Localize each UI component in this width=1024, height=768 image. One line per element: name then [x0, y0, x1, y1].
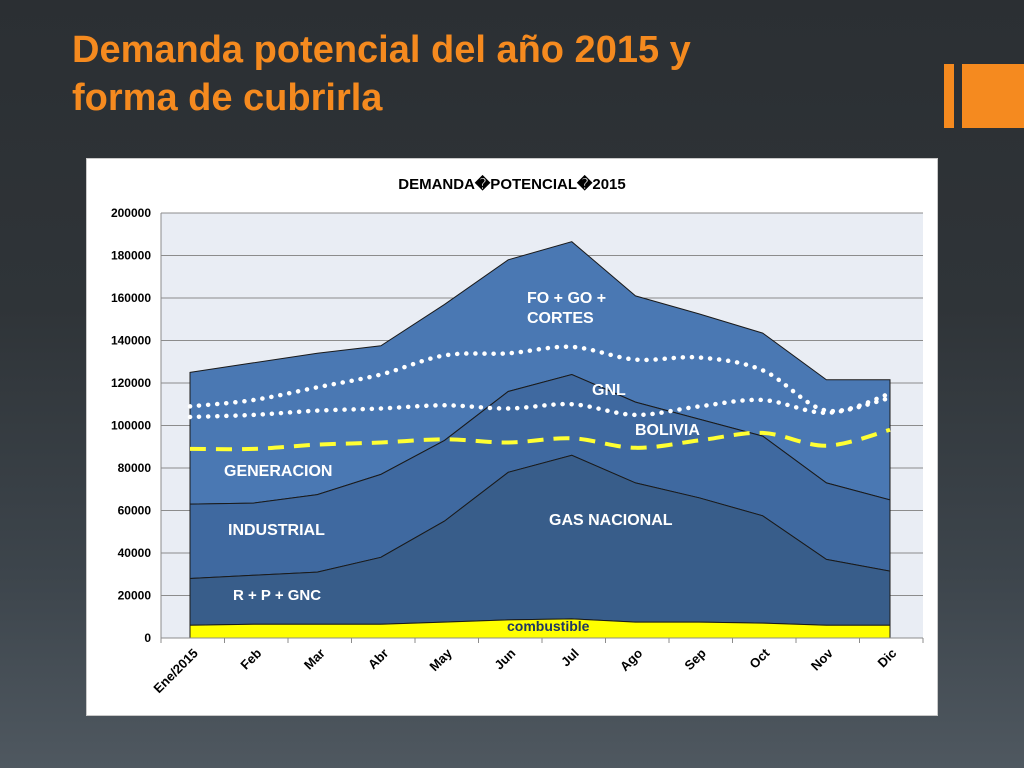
y-tick-label: 120000 — [111, 376, 151, 390]
x-tick-label: Oct — [746, 645, 772, 671]
area-label-combustible: combustible — [507, 618, 590, 634]
line-bolivia — [189, 427, 891, 452]
overlay-lines — [187, 344, 893, 452]
slide-title-line-2: forma de cubrirla — [72, 77, 383, 119]
chart-frame: DEMANDA�POTENCIAL�2015 0 20000 40000 60000 8… — [86, 158, 938, 716]
area-label-generacion: GENERACION — [224, 463, 332, 480]
y-tick-label: 80000 — [118, 461, 152, 475]
decorative-bar-thin — [944, 64, 954, 128]
x-tick-label: Feb — [237, 645, 264, 672]
area-label-industrial: INDUSTRIAL — [228, 522, 325, 539]
y-tick-label: 0 — [144, 631, 151, 645]
x-tick-label: Dic — [874, 646, 899, 671]
x-tick-label: Nov — [808, 645, 837, 674]
x-tick-label: Sep — [681, 645, 709, 673]
y-tick-label: 100000 — [111, 419, 151, 433]
area-label-fo-go: FO + GO + — [527, 290, 606, 307]
slide-title-line-1: Demanda potencial del año 2015 y — [72, 29, 691, 71]
y-axis: 0 20000 40000 60000 80000 100000 120000 140000 1… — [111, 206, 162, 645]
area-label-cortes: CORTES — [527, 310, 594, 327]
y-tick-label: 140000 — [111, 334, 151, 348]
line-fo-go-cortes — [187, 344, 893, 414]
area-chart: DEMANDA�POTENCIAL�2015 0 20000 40000 60000 8… — [111, 174, 924, 696]
area-label-rpgnc: R + P + GNC — [233, 587, 321, 604]
area-label-bolivia: BOLIVIA — [635, 422, 700, 439]
y-tick-label: 60000 — [118, 504, 152, 518]
x-tick-label: Jul — [558, 646, 582, 670]
y-tick-label: 160000 — [111, 291, 151, 305]
area-label-gas-nacional: GAS NACIONAL — [549, 512, 673, 529]
x-tick-label: Ene/2015 — [150, 646, 200, 696]
line-gnl — [187, 395, 893, 420]
x-tick-label: Ago — [617, 645, 646, 674]
y-tick-label: 180000 — [111, 249, 151, 263]
x-tick-label: Jun — [491, 645, 518, 672]
slide-title: Demanda potencial del año 2015 y forma d… — [72, 26, 872, 122]
stacked-areas — [189, 241, 891, 639]
chart-title: DEMANDA�POTENCIAL�2015 — [398, 174, 625, 193]
y-tick-label: 200000 — [111, 206, 151, 220]
x-tick-label: Abr — [365, 646, 391, 672]
y-tick-label: 20000 — [118, 589, 152, 603]
x-axis: Ene/2015 Feb Mar Abr May Jun Jul Ago Sep Oct Nov Di… — [150, 637, 924, 696]
decorative-bar-block — [962, 64, 1024, 128]
y-tick-label: 40000 — [118, 546, 152, 560]
x-tick-label: May — [426, 645, 455, 674]
area-label-gnl: GNL — [592, 382, 626, 399]
x-tick-label: Mar — [301, 646, 328, 673]
